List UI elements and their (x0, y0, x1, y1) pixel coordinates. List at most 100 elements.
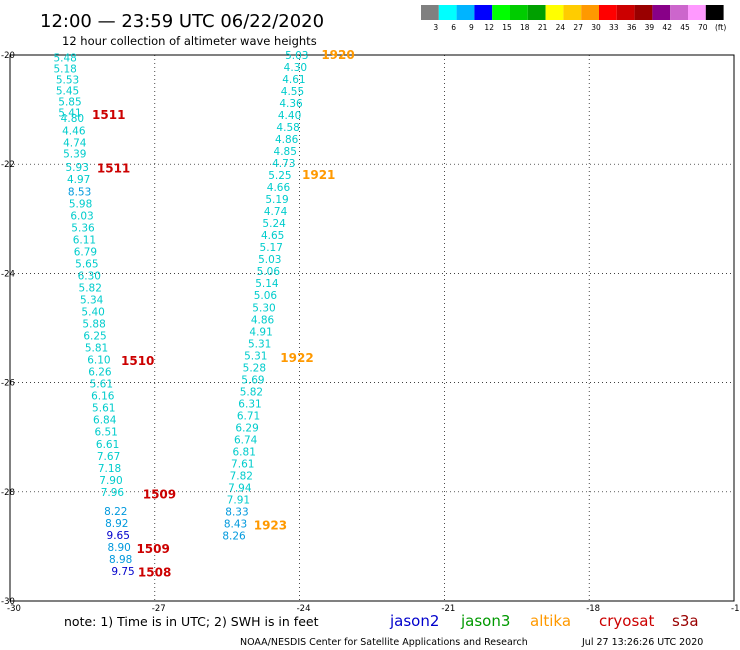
color-scale-label: 70 (698, 23, 708, 32)
pass-time-label: 1511 (92, 108, 125, 122)
swh-value: 4.40 (278, 110, 301, 122)
swh-value: 6.81 (233, 446, 256, 458)
swh-value: 5.98 (69, 199, 92, 211)
pass-time-label: 1923 (254, 519, 287, 533)
swh-value: 4.85 (274, 146, 297, 158)
map-title: 12:00 — 23:59 UTC 06/22/2020 (40, 11, 324, 32)
pass-time-label: 1920 (321, 48, 354, 62)
swh-value: 5.93 (66, 162, 89, 174)
map-frame (9, 54, 735, 602)
swh-value: 5.30 (252, 302, 275, 314)
color-scale-label: 36 (627, 23, 637, 32)
swh-value: 5.82 (79, 283, 102, 295)
map-subtitle: 12 hour collection of altimeter wave hei… (62, 34, 317, 48)
swh-value: 7.67 (97, 451, 120, 463)
swh-value: 7.96 (101, 487, 125, 499)
swh-value: 4.66 (267, 182, 291, 194)
swh-value: 5.03 (258, 254, 281, 266)
swh-value: 4.86 (251, 314, 275, 326)
swh-value: 5.14 (255, 278, 279, 290)
satellite-name: altika (530, 612, 571, 630)
pass-time-label: 1510 (121, 354, 154, 368)
color-scale-swatch (527, 5, 546, 20)
swh-value: 9.75 (111, 566, 134, 578)
swh-value: 4.58 (276, 122, 299, 134)
longitude-tick-label: -15 (731, 604, 740, 614)
satellite-tracks: 5.485.185.535.455.855.414.804.464.745.39… (53, 48, 354, 580)
swh-value: 5.48 (53, 53, 76, 65)
swh-value: 6.61 (96, 439, 119, 451)
color-scale-label: 39 (645, 23, 655, 32)
swh-value: 8.33 (225, 506, 248, 518)
satellite-name: jason2 (389, 612, 439, 630)
swh-value: 5.06 (254, 290, 278, 302)
satellite-name: jason3 (460, 612, 510, 630)
swh-value: 6.26 (88, 367, 112, 379)
swh-value: 4.80 (61, 113, 84, 125)
swh-value: 6.16 (91, 391, 115, 403)
swh-value: 5.39 (63, 148, 86, 160)
color-scale-swatch (688, 5, 706, 20)
swh-value: 8.26 (222, 530, 246, 542)
color-scale-swatch (599, 5, 617, 20)
swh-value: 5.25 (268, 170, 291, 182)
longitude-tick-label: -24 (297, 604, 311, 614)
color-scale-label: 18 (520, 23, 530, 32)
swh-value: 6.25 (83, 331, 106, 343)
swh-value: 5.24 (262, 218, 286, 230)
color-scale-swatch (581, 5, 599, 20)
swh-value: 5.28 (243, 362, 266, 374)
swh-value: 4.91 (249, 326, 272, 338)
swh-value: 7.61 (231, 458, 254, 470)
color-scale-label: 15 (502, 23, 512, 32)
satellite-legend: jason2 jason3 altika cryosat s3a (389, 612, 699, 630)
swh-value: 6.29 (235, 422, 258, 434)
color-scale-label: 33 (609, 23, 619, 32)
color-scale-label: 30 (591, 23, 601, 32)
swh-value: 5.03 (285, 50, 308, 62)
swh-value: 8.98 (109, 554, 132, 566)
color-scale-swatch (670, 5, 688, 20)
color-scale-swatch (456, 5, 475, 20)
swh-value: 6.11 (73, 235, 96, 247)
swh-value: 5.65 (75, 259, 98, 271)
swh-value: 4.30 (284, 62, 307, 74)
swh-value: 4.36 (279, 98, 303, 110)
swh-value: 8.43 (224, 518, 247, 530)
swh-value: 4.73 (272, 158, 295, 170)
swh-value: 5.45 (56, 85, 79, 97)
swh-value: 7.82 (230, 470, 253, 482)
color-scale-swatch (652, 5, 671, 20)
swh-value: 4.55 (281, 86, 304, 98)
color-scale-swatch (438, 5, 457, 20)
swh-value: 7.91 (227, 494, 250, 506)
map-grid: -20 -22 -24 -26 -28 -30-30 -27 -24 -21 -18 -15 (1, 51, 740, 614)
swh-value: 5.31 (248, 338, 271, 350)
swh-value: 6.79 (74, 247, 97, 259)
color-scale-label: 24 (556, 23, 566, 32)
color-scale-swatch (616, 5, 635, 20)
color-scale-label: 12 (484, 23, 494, 32)
swh-value: 5.69 (241, 374, 264, 386)
units-note: note: 1) Time is in UTC; 2) SWH is in fe… (64, 614, 319, 629)
swh-value: 5.18 (53, 64, 76, 76)
color-scale-swatch (492, 5, 510, 20)
color-scale-swatch (421, 5, 439, 20)
swh-value: 7.94 (228, 482, 252, 494)
latitude-tick-label: -26 (1, 379, 15, 389)
satellite-name: s3a (672, 612, 699, 630)
swh-value: 5.40 (81, 307, 104, 319)
swh-value: 4.74 (264, 206, 288, 218)
swh-value: 9.65 (107, 530, 130, 542)
credit-line: NOAA/NESDIS Center for Satellite Applica… (240, 637, 528, 648)
swh-value: 5.36 (71, 223, 95, 235)
color-scale-label: (ft) (715, 23, 726, 32)
swh-value: 7.18 (98, 463, 121, 475)
color-scale-swatch (563, 5, 582, 20)
swh-value: 8.53 (68, 187, 91, 199)
swh-value: 5.82 (240, 386, 263, 398)
swh-value: 5.61 (90, 379, 113, 391)
swh-value: 6.10 (87, 355, 110, 367)
swh-value: 5.61 (92, 403, 115, 415)
